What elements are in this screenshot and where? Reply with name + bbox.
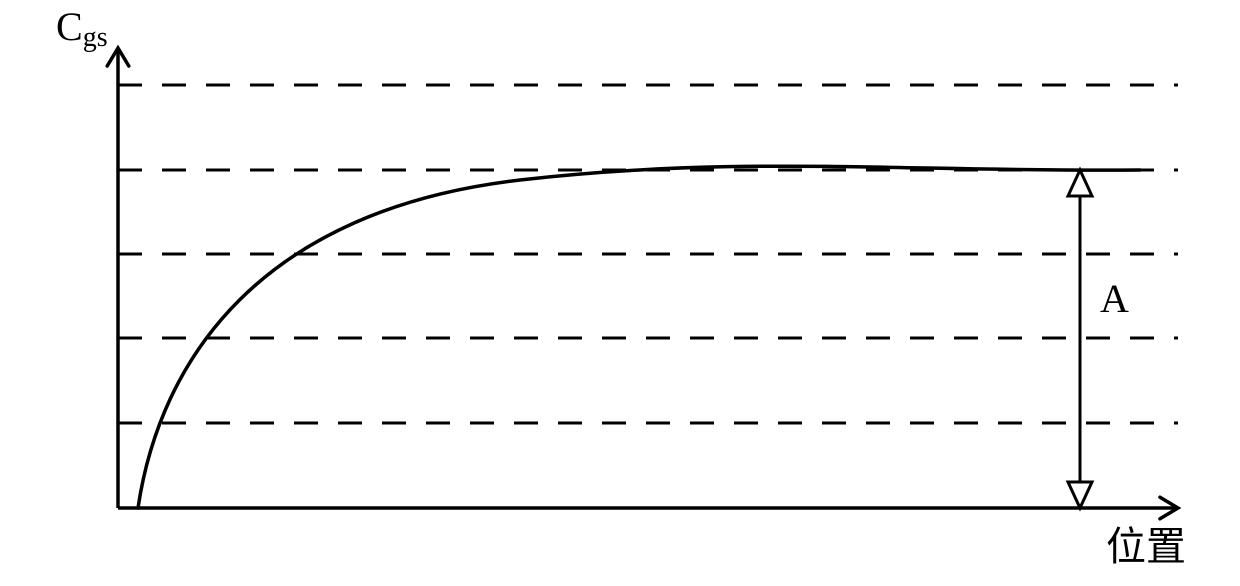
chart-background xyxy=(0,0,1240,586)
x-axis-label: 位置 xyxy=(1106,524,1186,569)
chart-svg: ACgs位置 xyxy=(0,0,1240,586)
chart-container: ACgs位置 xyxy=(0,0,1240,586)
measure-a-label: A xyxy=(1100,276,1129,321)
